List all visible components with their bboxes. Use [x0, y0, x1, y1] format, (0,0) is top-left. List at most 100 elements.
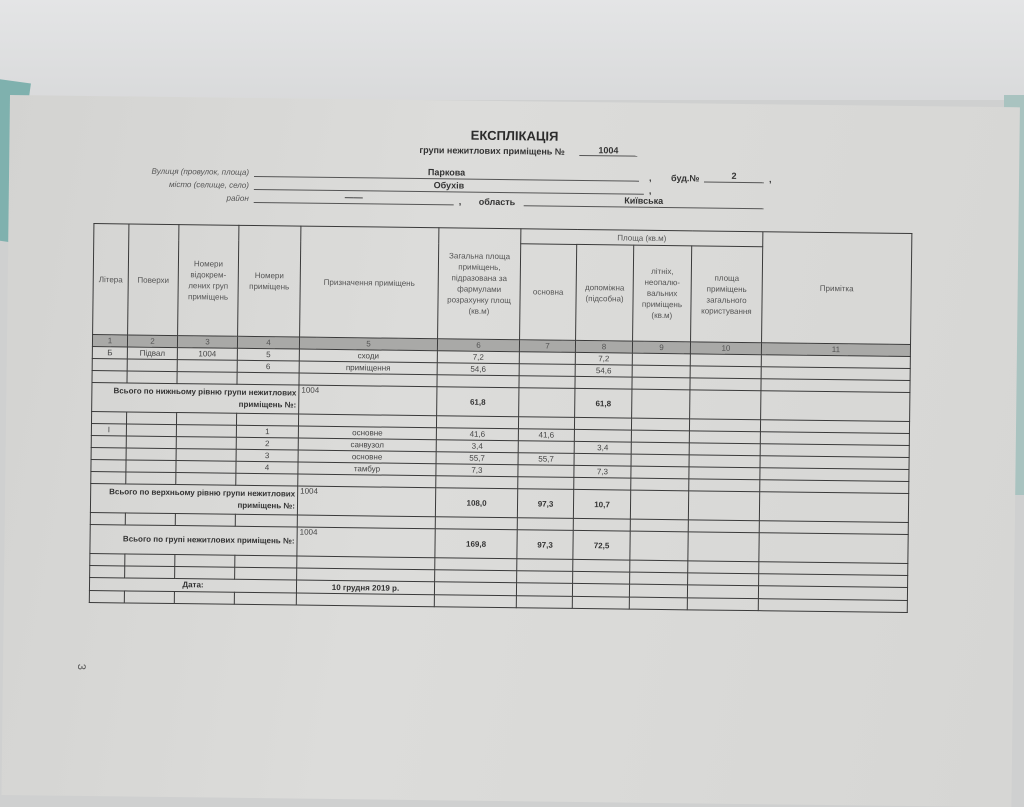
table-cell	[236, 413, 299, 427]
table-cell: 6	[237, 360, 300, 374]
table-cell	[574, 429, 632, 443]
table-cell	[435, 516, 518, 530]
region-label: область	[478, 196, 516, 208]
table-cell	[127, 358, 178, 372]
table-cell	[124, 565, 175, 579]
table-cell	[176, 371, 238, 385]
table-cell	[234, 555, 297, 569]
header-total-area: Загальна площа приміщень, підразована за…	[437, 227, 521, 340]
table-cell	[687, 572, 759, 586]
group-number: 1004	[579, 144, 638, 157]
column-number: 6	[437, 338, 520, 352]
table-cell	[760, 390, 910, 422]
table-cell	[89, 590, 125, 603]
building-label: буд.№	[670, 173, 700, 184]
subtotal-group-number: 1004	[296, 527, 436, 558]
table-cell	[91, 447, 127, 460]
table-cell	[126, 447, 177, 461]
table-cell	[688, 466, 761, 480]
table-cell	[516, 595, 573, 609]
table-cell	[126, 423, 177, 437]
table-cell	[689, 454, 761, 468]
column-number: 2	[127, 334, 178, 348]
table-cell	[91, 370, 128, 383]
table-cell: 61,8	[574, 388, 632, 419]
table-cell	[629, 531, 689, 561]
table-cell	[631, 377, 691, 390]
table-cell	[690, 353, 762, 367]
district-label: район	[226, 193, 249, 203]
table-cell	[125, 459, 177, 473]
table-cell	[518, 440, 575, 454]
table-cell	[517, 476, 574, 490]
table-cell: 5	[237, 348, 300, 362]
table-cell: 54,6	[437, 362, 520, 376]
table-cell	[687, 560, 759, 574]
table-cell	[689, 418, 761, 432]
table-cell: Підвал	[127, 346, 178, 360]
table-cell	[434, 569, 517, 583]
table-cell: 108,0	[435, 487, 518, 518]
table-cell: 3	[236, 449, 299, 463]
column-number: 7	[519, 339, 576, 353]
table-cell: 10,7	[573, 489, 631, 520]
table-cell	[126, 370, 178, 384]
table-cell: 3,4	[574, 441, 632, 455]
table-cell: 72,5	[572, 530, 631, 561]
table-cell	[124, 553, 175, 567]
column-number: 3	[177, 335, 238, 349]
table-cell	[174, 554, 235, 568]
subtotal-group-number: 1004	[297, 486, 436, 517]
table-cell: 61,8	[436, 386, 519, 417]
table-cell	[436, 374, 520, 388]
region-value: Київська	[523, 194, 764, 210]
header-letter: Літера	[92, 223, 129, 335]
table-cell	[90, 471, 126, 484]
table-cell: 3,4	[436, 439, 519, 453]
table-cell	[632, 353, 691, 366]
table-cell	[89, 565, 125, 578]
table-cell	[176, 448, 237, 462]
table-cell	[631, 442, 690, 455]
table-cell	[630, 466, 690, 479]
table-cell	[759, 491, 909, 523]
column-number: 4	[237, 336, 300, 350]
table-cell	[234, 567, 297, 581]
table-cell: 1	[236, 425, 299, 439]
table-cell	[758, 532, 909, 564]
table-cell: Б	[92, 346, 128, 359]
header-common: площа приміщень загального користування	[690, 245, 763, 343]
table-cell	[296, 593, 435, 607]
table-cell	[176, 436, 237, 450]
explication-table: Літера Поверхи Номери відокрем-лених гру…	[89, 223, 913, 613]
table-cell	[175, 460, 237, 474]
table-cell	[434, 557, 517, 571]
table-cell	[629, 584, 688, 598]
subtotal-label: Всього по нижньому рівню групи нежитлови…	[91, 382, 299, 415]
table-cell	[435, 475, 518, 489]
table-cell	[630, 478, 689, 491]
table-cell	[516, 582, 573, 597]
table-cell	[688, 478, 760, 492]
table-cell	[572, 583, 630, 598]
district-value: ——	[253, 190, 454, 206]
table-cell	[630, 490, 689, 520]
table-cell	[91, 411, 127, 424]
table-cell	[631, 430, 690, 443]
table-cell	[434, 594, 517, 608]
table-cell: 41,6	[518, 428, 575, 442]
table-cell	[90, 459, 127, 472]
table-cell	[689, 377, 762, 391]
table-cell	[517, 517, 574, 531]
table-cell: 97,3	[517, 488, 574, 519]
table-cell	[519, 351, 576, 365]
table-cell	[630, 519, 689, 532]
table-cell	[689, 389, 761, 420]
table-cell	[687, 597, 759, 611]
table-cell	[572, 596, 630, 610]
table-cell: 7,3	[435, 463, 519, 477]
table-cell	[175, 472, 236, 486]
table-cell	[632, 365, 691, 378]
table-cell: 97,3	[516, 529, 574, 560]
table-cell	[518, 416, 575, 430]
